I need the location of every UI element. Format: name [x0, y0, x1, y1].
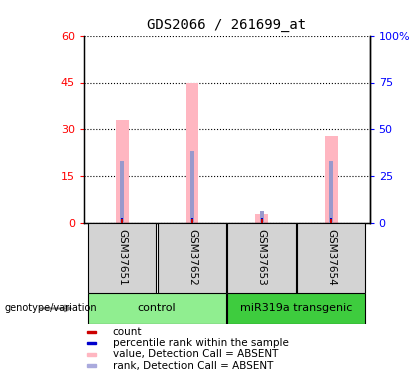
Text: control: control	[138, 303, 176, 313]
Text: miR319a transgenic: miR319a transgenic	[240, 303, 353, 313]
Text: value, Detection Call = ABSENT: value, Detection Call = ABSENT	[113, 350, 278, 359]
Text: genotype/variation: genotype/variation	[4, 303, 97, 313]
Bar	[325, 136, 338, 223]
Bar	[186, 82, 198, 223]
Bar	[297, 223, 365, 292]
Bar	[116, 120, 129, 223]
Bar	[255, 214, 268, 223]
Bar	[228, 223, 296, 292]
Bar	[330, 218, 332, 219]
Bar	[121, 218, 123, 219]
Bar	[87, 353, 96, 356]
Bar	[228, 292, 365, 324]
Bar	[88, 223, 156, 292]
Text: GSM37651: GSM37651	[117, 230, 127, 286]
Text: GSM37652: GSM37652	[187, 230, 197, 286]
Bar	[120, 160, 124, 223]
Bar	[330, 219, 332, 223]
Bar	[190, 151, 194, 223]
Bar	[87, 330, 96, 333]
Text: GSM37653: GSM37653	[257, 230, 267, 286]
Bar	[191, 218, 193, 219]
Title: GDS2066 / 261699_at: GDS2066 / 261699_at	[147, 18, 306, 32]
Bar	[158, 223, 226, 292]
Bar	[88, 292, 226, 324]
Text: count: count	[113, 327, 142, 337]
Text: rank, Detection Call = ABSENT: rank, Detection Call = ABSENT	[113, 361, 273, 370]
Bar	[260, 218, 262, 219]
Bar	[329, 160, 333, 223]
Bar	[260, 219, 262, 223]
Bar	[121, 219, 123, 223]
Bar	[191, 219, 193, 223]
Bar	[87, 364, 96, 367]
Text: percentile rank within the sample: percentile rank within the sample	[113, 338, 289, 348]
Bar	[87, 342, 96, 345]
Bar	[260, 211, 264, 223]
Text: GSM37654: GSM37654	[326, 230, 336, 286]
